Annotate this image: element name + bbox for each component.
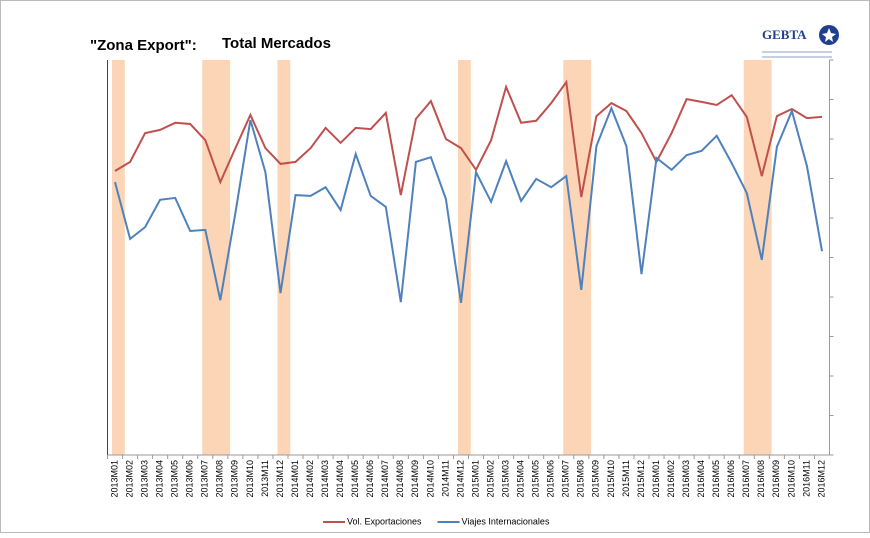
x-tick-label: 2015M10 bbox=[606, 460, 616, 498]
x-tick-label: 2014M04 bbox=[335, 460, 345, 498]
x-tick-label: 2014M11 bbox=[440, 460, 450, 497]
x-tick-label: 2015M01 bbox=[470, 460, 480, 498]
x-tick-label: 2014M07 bbox=[380, 460, 390, 498]
x-tick-label: 2013M05 bbox=[170, 460, 180, 498]
x-tick-label: 2015M09 bbox=[591, 460, 601, 498]
x-tick-label: 2013M03 bbox=[139, 460, 149, 498]
legend-label: Viajes Internacionales bbox=[462, 516, 550, 526]
x-tick-label: 2016M02 bbox=[666, 460, 676, 498]
chart-subtitle: Total Mercados bbox=[222, 35, 331, 52]
series-line bbox=[114, 105, 823, 304]
x-tick-label: 2016M06 bbox=[726, 460, 736, 498]
x-tick-label: 2016M03 bbox=[681, 460, 691, 498]
x-tick-label: 2014M08 bbox=[395, 460, 405, 498]
x-tick-label: 2015M07 bbox=[561, 460, 571, 498]
x-tick-label: 2014M12 bbox=[455, 460, 465, 498]
highlight-band bbox=[457, 60, 471, 455]
x-tick-label: 2013M04 bbox=[155, 460, 165, 498]
x-tick-label: 2015M05 bbox=[531, 460, 541, 498]
series-line bbox=[114, 79, 823, 198]
highlight-band bbox=[277, 60, 291, 455]
x-tick-label: 2015M12 bbox=[636, 460, 646, 498]
x-tick-label: 2013M09 bbox=[230, 460, 240, 498]
logo-text: GEBTA bbox=[762, 27, 807, 42]
x-tick-label: 2016M08 bbox=[756, 460, 766, 498]
x-tick-label: 2016M09 bbox=[771, 460, 781, 498]
x-tick-label: 2013M02 bbox=[124, 460, 134, 498]
legend-label: Vol. Exportaciones bbox=[347, 516, 422, 526]
x-tick-label: 2015M08 bbox=[576, 460, 586, 498]
x-tick-label: 2013M01 bbox=[109, 460, 119, 498]
x-tick-label: 2016M01 bbox=[651, 460, 661, 498]
x-tick-label: 2013M06 bbox=[185, 460, 195, 498]
x-tick-label: 2013M08 bbox=[215, 460, 225, 498]
x-tick-label: 2014M01 bbox=[290, 460, 300, 498]
x-tick-label: 2015M06 bbox=[546, 460, 556, 498]
x-tick-label: 2014M10 bbox=[425, 460, 435, 498]
x-tick-label: 2014M09 bbox=[410, 460, 420, 498]
x-tick-label: 2015M02 bbox=[485, 460, 495, 498]
x-tick-label: 2014M03 bbox=[320, 460, 330, 498]
x-tick-label: 2016M04 bbox=[696, 460, 706, 498]
highlight-band bbox=[112, 60, 125, 455]
x-tick-label: 2015M04 bbox=[516, 460, 526, 498]
x-tick-label: 2015M03 bbox=[500, 460, 510, 498]
x-tick-label: 2016M10 bbox=[786, 460, 796, 498]
x-tick-label: 2013M07 bbox=[200, 460, 210, 498]
x-tick-label: 2016M11 bbox=[801, 460, 811, 497]
logo-star bbox=[822, 28, 836, 42]
highlight-band bbox=[202, 60, 231, 455]
x-tick-label: 2016M07 bbox=[741, 460, 751, 498]
chart-title: "Zona Export": bbox=[90, 37, 197, 54]
x-tick-label: 2016M05 bbox=[711, 460, 721, 498]
x-tick-label: 2015M11 bbox=[621, 460, 631, 497]
x-tick-label: 2014M06 bbox=[365, 460, 375, 498]
x-tick-label: 2016M12 bbox=[816, 460, 826, 498]
x-tick-label: 2013M12 bbox=[275, 460, 285, 498]
x-tick-label: 2014M02 bbox=[305, 460, 315, 498]
x-tick-label: 2013M10 bbox=[245, 460, 255, 498]
x-tick-label: 2014M05 bbox=[350, 460, 360, 498]
x-tick-label: 2013M11 bbox=[260, 460, 270, 497]
